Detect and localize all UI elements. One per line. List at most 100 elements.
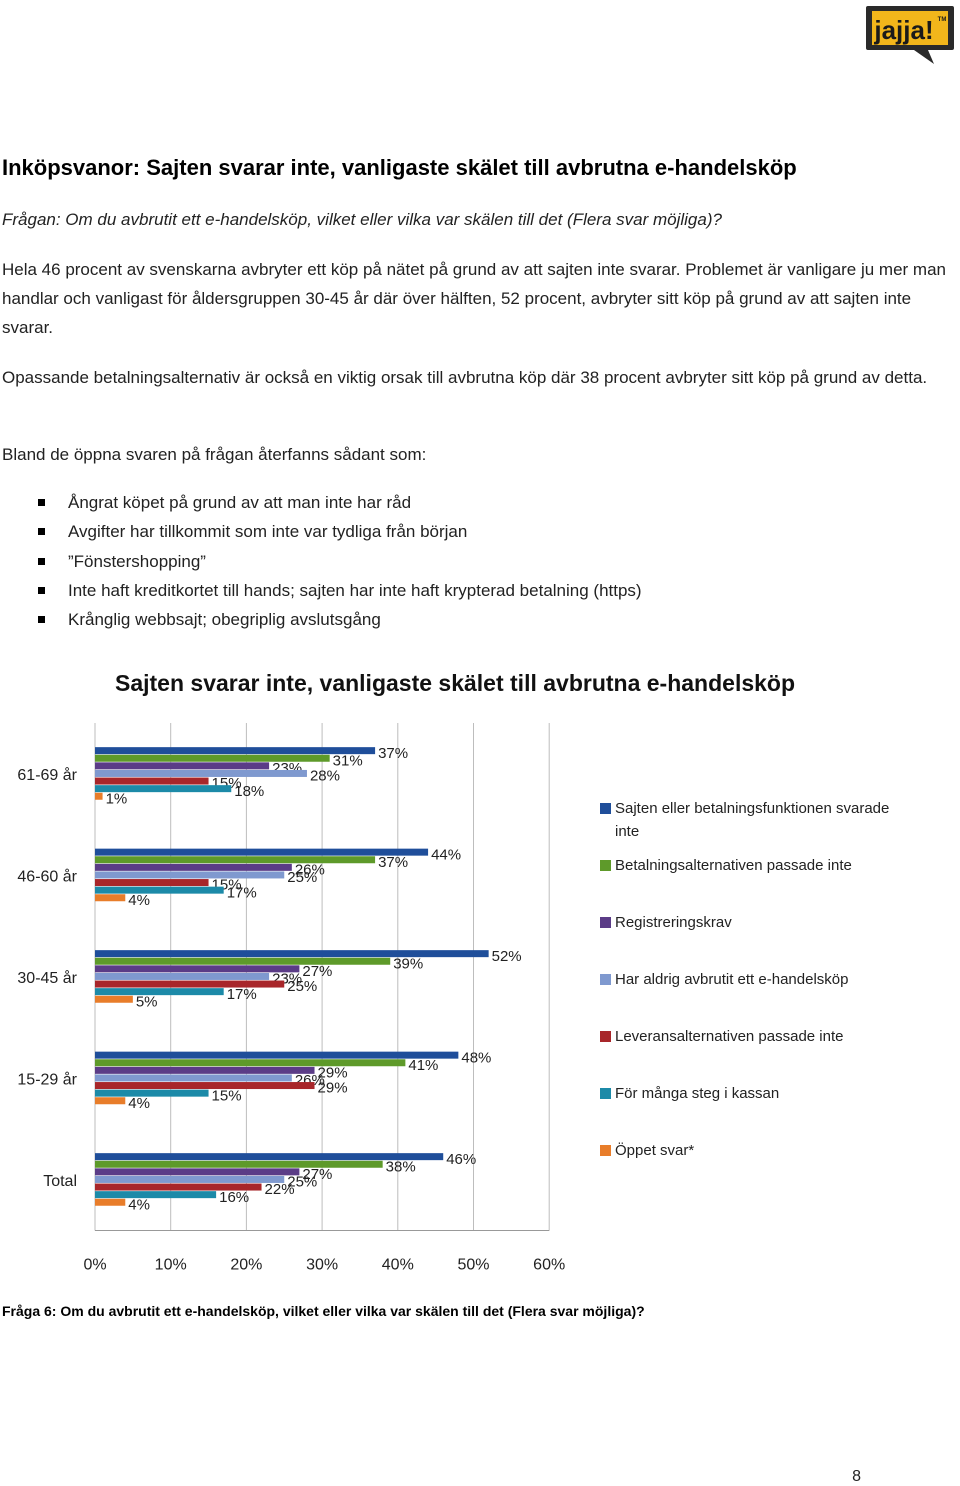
bar bbox=[95, 1089, 209, 1097]
y-category-label: 61-69 år bbox=[17, 766, 77, 784]
legend-item: Öppet svar* bbox=[600, 1139, 915, 1162]
bar bbox=[95, 1097, 126, 1105]
data-label: 27% bbox=[302, 1166, 332, 1183]
y-category-label: Total bbox=[43, 1173, 77, 1190]
bar bbox=[95, 1175, 285, 1183]
bar bbox=[95, 848, 429, 856]
data-label: 52% bbox=[492, 948, 522, 965]
bar bbox=[95, 863, 292, 871]
page-number: 8 bbox=[852, 1468, 861, 1485]
paragraph: Bland de öppna svaren på frågan återfann… bbox=[2, 445, 427, 464]
data-label: 22% bbox=[265, 1181, 295, 1198]
bar bbox=[95, 988, 224, 996]
x-tick-label: 20% bbox=[230, 1257, 262, 1274]
bar bbox=[95, 1198, 126, 1206]
bar bbox=[95, 957, 391, 965]
bar bbox=[95, 972, 270, 980]
data-label: 29% bbox=[318, 1080, 348, 1097]
legend-item: För många steg i kassan bbox=[600, 1082, 915, 1105]
jajja-logo: jajja! TM bbox=[864, 4, 956, 66]
logo-badge: TM bbox=[938, 17, 947, 23]
bullet-square-icon bbox=[38, 616, 45, 624]
list-item: Krånglig webbsajt; obegriplig avslutsgån… bbox=[2, 605, 642, 634]
chart-title: Sajten svarar inte, vanligaste skälet ti… bbox=[114, 670, 796, 696]
bar bbox=[95, 1160, 383, 1168]
data-label: 16% bbox=[219, 1189, 249, 1206]
data-label: 4% bbox=[128, 1095, 150, 1112]
legend-label: Har aldrig avbrutit ett e-handelsköp bbox=[615, 971, 849, 988]
bar bbox=[95, 1191, 217, 1199]
page-heading: Inköpsvanor: Sajten svarar inte, vanliga… bbox=[2, 155, 797, 180]
y-category-label: 30-45 år bbox=[17, 969, 77, 987]
x-tick-label: 60% bbox=[533, 1257, 565, 1274]
bar bbox=[95, 762, 270, 770]
data-label: 44% bbox=[431, 846, 461, 863]
data-label: 18% bbox=[234, 783, 264, 800]
paragraph: Opassande betalningsalternativ är också … bbox=[2, 368, 928, 387]
legend-label: Leveransalternativen passade inte bbox=[615, 1028, 844, 1045]
legend-item: Sajten eller betalningsfunktionen svarad… bbox=[600, 797, 915, 843]
bar bbox=[95, 1168, 300, 1176]
data-label: 4% bbox=[128, 892, 150, 909]
list-item-text: Avgifter har tillkommit som inte var tyd… bbox=[68, 522, 468, 542]
list-item-text: Ångrat köpet på grund av att man inte ha… bbox=[68, 493, 412, 512]
bar bbox=[95, 792, 103, 800]
legend-swatch bbox=[600, 1031, 611, 1042]
bar bbox=[95, 1066, 315, 1074]
list-item: ”Fönstershopping” bbox=[2, 547, 642, 576]
list-item: Avgifter har tillkommit som inte var tyd… bbox=[2, 517, 642, 546]
data-label: 1% bbox=[106, 790, 128, 807]
data-label: 5% bbox=[136, 993, 158, 1010]
bar bbox=[95, 1082, 315, 1090]
data-label: 31% bbox=[333, 752, 363, 769]
list-item: Ångrat köpet på grund av att man inte ha… bbox=[2, 488, 642, 517]
legend-swatch bbox=[600, 860, 611, 871]
data-label: 27% bbox=[302, 963, 332, 980]
data-label: 17% bbox=[227, 986, 257, 1003]
legend-swatch bbox=[600, 1145, 611, 1156]
survey-question: Frågan: Om du avbrutit ett e-handelsköp,… bbox=[2, 210, 722, 229]
bullet-square-icon bbox=[38, 586, 45, 594]
bar bbox=[95, 1059, 406, 1067]
bar bbox=[95, 1074, 292, 1082]
bar bbox=[95, 1183, 262, 1191]
legend-swatch bbox=[600, 917, 611, 928]
legend-item: Betalningsalternativen passade inte bbox=[600, 854, 915, 877]
data-label: 26% bbox=[295, 861, 325, 878]
bar bbox=[95, 980, 285, 988]
bar bbox=[95, 1051, 459, 1059]
bullet-square-icon bbox=[38, 499, 45, 506]
bar bbox=[95, 747, 376, 755]
paragraph: Hela 46 procent av svenskarna avbryter e… bbox=[2, 260, 947, 337]
bar bbox=[95, 894, 126, 902]
bullet-square-icon bbox=[38, 557, 45, 565]
data-label: 4% bbox=[128, 1196, 150, 1213]
bar bbox=[95, 995, 133, 1003]
bullet-square-icon bbox=[38, 528, 45, 536]
data-label: 41% bbox=[408, 1057, 438, 1074]
legend-swatch bbox=[600, 1088, 611, 1099]
data-label: 37% bbox=[378, 745, 408, 762]
data-label: 25% bbox=[287, 1174, 317, 1191]
data-label: 48% bbox=[461, 1049, 491, 1066]
data-label: 38% bbox=[386, 1158, 416, 1175]
data-label: 25% bbox=[287, 869, 317, 886]
legend-item: Leveransalternativen passade inte bbox=[600, 1025, 915, 1048]
open-answers-list: Ångrat köpet på grund av att man inte ha… bbox=[2, 488, 642, 634]
data-label: 25% bbox=[287, 978, 317, 995]
list-item-text: Inte haft kreditkortet till hands; sajte… bbox=[68, 580, 642, 600]
data-label: 15% bbox=[212, 1087, 242, 1104]
bar bbox=[95, 886, 224, 894]
data-label: 37% bbox=[378, 854, 408, 871]
legend-item: Har aldrig avbrutit ett e-handelsköp bbox=[600, 968, 915, 991]
logo-text: jajja! bbox=[873, 15, 933, 45]
bar bbox=[95, 879, 209, 887]
legend-label: För många steg i kassan bbox=[615, 1085, 780, 1102]
legend-item: Registreringskrav bbox=[600, 911, 915, 934]
data-label: 28% bbox=[310, 768, 340, 785]
y-category-label: 15-29 år bbox=[17, 1070, 77, 1088]
legend-label: Betalningsalternativen passade inte bbox=[615, 857, 852, 874]
bar bbox=[95, 856, 376, 864]
x-tick-label: 30% bbox=[306, 1257, 338, 1274]
